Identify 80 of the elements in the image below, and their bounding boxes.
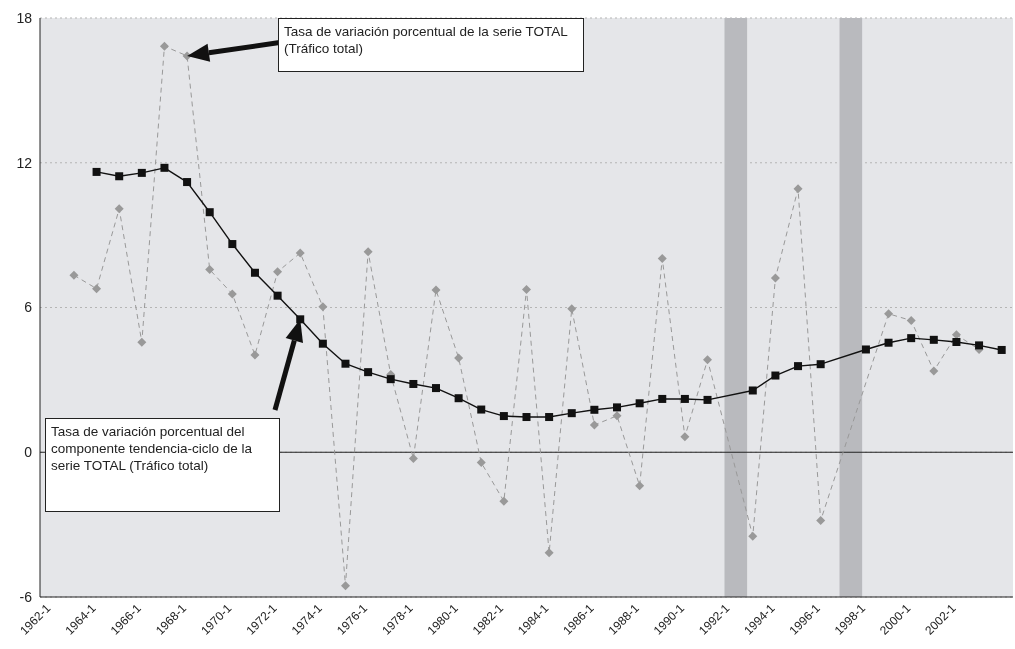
point	[635, 399, 644, 408]
point	[816, 516, 826, 526]
point	[114, 204, 124, 214]
point	[363, 247, 373, 257]
point	[69, 270, 79, 280]
point	[160, 163, 169, 172]
point	[227, 289, 237, 299]
point	[658, 394, 667, 403]
y-tick-label: 18	[16, 9, 33, 26]
point	[590, 405, 599, 414]
point	[341, 359, 350, 368]
point	[115, 172, 124, 181]
point	[567, 409, 576, 418]
y-tick-label: -6	[19, 588, 33, 605]
point	[386, 375, 395, 384]
point	[205, 265, 215, 275]
point	[952, 338, 961, 346]
point	[884, 338, 893, 347]
point	[522, 284, 531, 294]
point	[680, 394, 689, 403]
point	[318, 302, 328, 312]
point	[228, 240, 237, 249]
point	[137, 168, 146, 177]
point	[861, 345, 870, 354]
point	[567, 304, 577, 314]
point	[884, 309, 894, 319]
point	[431, 285, 441, 295]
point	[409, 379, 418, 388]
point	[92, 284, 102, 294]
point	[92, 167, 101, 176]
point	[929, 335, 938, 344]
point	[771, 371, 780, 380]
point	[522, 413, 531, 422]
point	[907, 334, 916, 343]
point	[476, 458, 486, 468]
point	[612, 411, 622, 421]
point	[431, 384, 440, 393]
point	[635, 481, 645, 491]
point	[364, 368, 373, 377]
point	[499, 412, 508, 421]
point	[997, 345, 1006, 354]
point	[657, 254, 667, 264]
point	[159, 41, 169, 51]
point	[499, 496, 509, 506]
point	[770, 273, 780, 283]
callout-box: Tasa de variación porcentual de la serie TOTAL (Tráfico total)	[278, 18, 584, 72]
point	[794, 362, 803, 371]
point	[250, 268, 259, 277]
point	[408, 454, 418, 464]
point	[296, 315, 305, 324]
point	[906, 316, 916, 326]
point	[748, 386, 757, 395]
point	[748, 531, 758, 541]
point	[340, 581, 350, 591]
point	[975, 341, 984, 350]
point	[295, 248, 305, 258]
point	[183, 178, 192, 187]
point	[703, 395, 712, 404]
y-tick-label: 12	[16, 154, 33, 171]
point	[273, 267, 283, 277]
y-tick-label: 6	[24, 299, 33, 316]
point	[680, 432, 690, 442]
point	[793, 184, 803, 194]
point	[589, 420, 599, 430]
point	[477, 405, 486, 414]
callout-box: Tasa de variación porcentual del componente tendencia-ciclo de la serie TOTAL (Tráfico total)	[45, 418, 280, 512]
point	[454, 394, 463, 403]
point	[205, 208, 214, 217]
point	[544, 548, 554, 558]
point	[816, 360, 825, 369]
point	[703, 355, 713, 365]
point	[545, 413, 554, 422]
point	[273, 291, 282, 300]
point	[929, 366, 939, 376]
point	[454, 353, 464, 363]
point	[137, 337, 147, 347]
y-tick-label: 0	[24, 444, 33, 461]
point	[250, 350, 260, 360]
point	[613, 403, 622, 412]
point	[318, 339, 327, 348]
